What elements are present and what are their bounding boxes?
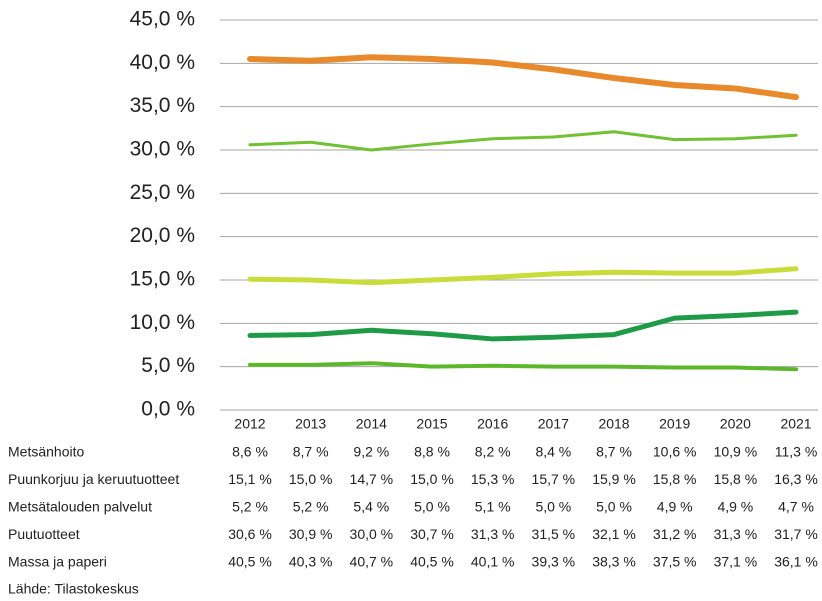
- table-cell: 5,2 %: [232, 499, 268, 515]
- series-line: [248, 361, 799, 372]
- source: Lähde: Tilastokeskus: [8, 581, 139, 597]
- table-cell: 15,9 %: [592, 471, 636, 487]
- table-row-label: Puutuotteet: [8, 526, 80, 542]
- x-tick-label: 2016: [477, 416, 508, 432]
- table-cell: 5,0 %: [414, 499, 450, 515]
- table-row-label: Puunkorjuu ja keruutuotteet: [8, 471, 179, 487]
- table-cell: 5,2 %: [293, 499, 329, 515]
- table-cell: 4,9 %: [717, 499, 753, 515]
- table-cell: 30,0 %: [350, 526, 394, 542]
- table-row-label: Metsätalouden palvelut: [8, 499, 152, 515]
- table-cell: 8,2 %: [475, 444, 511, 460]
- series-line: [247, 309, 799, 342]
- table-cell: 15,0 %: [410, 471, 454, 487]
- table-cell: 8,8 %: [414, 444, 450, 460]
- table-cell: 8,4 %: [535, 444, 571, 460]
- table-cell: 37,1 %: [714, 554, 758, 570]
- y-tick-label: 5,0 %: [141, 354, 195, 377]
- table-cell: 8,6 %: [232, 444, 268, 460]
- table-cell: 15,1 %: [228, 471, 272, 487]
- table-cell: 15,0 %: [289, 471, 333, 487]
- table-cell: 8,7 %: [293, 444, 329, 460]
- table-row-label: Massa ja paperi: [8, 554, 107, 570]
- table-cell: 40,1 %: [471, 554, 515, 570]
- table-cell: 31,7 %: [774, 526, 818, 542]
- table-cell: 9,2 %: [353, 444, 389, 460]
- x-tick-label: 2015: [416, 416, 447, 432]
- x-tick-label: 2020: [720, 416, 751, 432]
- table-cell: 4,7 %: [778, 499, 814, 515]
- table-cell: 40,5 %: [228, 554, 272, 570]
- x-tick-label: 2021: [780, 416, 811, 432]
- table-cell: 11,3 %: [775, 444, 818, 460]
- table-cell: 16,3 %: [774, 471, 818, 487]
- table-cell: 15,8 %: [714, 471, 758, 487]
- table-cell: 36,1 %: [774, 554, 818, 570]
- y-tick-label: 45,0 %: [130, 8, 195, 31]
- y-tick-label: 15,0 %: [130, 268, 195, 291]
- table-cell: 5,4 %: [353, 499, 389, 515]
- table-cell: 31,2 %: [653, 526, 697, 542]
- table-cell: 31,5 %: [532, 526, 576, 542]
- table-cell: 15,7 %: [532, 471, 576, 487]
- x-tick-label: 2019: [659, 416, 690, 432]
- series-line: [247, 266, 799, 286]
- table-cell: 31,3 %: [714, 526, 758, 542]
- table-cell: 30,7 %: [410, 526, 454, 542]
- y-tick-label: 40,0 %: [130, 51, 195, 74]
- y-tick-label: 20,0 %: [130, 224, 195, 247]
- table-cell: 15,8 %: [653, 471, 697, 487]
- x-tick-label: 2012: [234, 416, 265, 432]
- table-cell: 30,9 %: [289, 526, 333, 542]
- table-cell: 40,7 %: [350, 554, 394, 570]
- x-tick-label: 2014: [356, 416, 387, 432]
- table-row-label: Metsänhoito: [8, 444, 84, 460]
- table-cell: 5,0 %: [596, 499, 632, 515]
- y-tick-label: 0,0 %: [141, 398, 195, 421]
- table-cell: 5,0 %: [535, 499, 571, 515]
- table-cell: 10,9 %: [714, 444, 758, 460]
- y-tick-label: 35,0 %: [130, 94, 195, 117]
- y-tick-label: 10,0 %: [130, 311, 195, 334]
- series-line: [248, 130, 798, 152]
- y-tick-label: 30,0 %: [130, 138, 195, 161]
- x-tick-label: 2017: [538, 416, 569, 432]
- table-cell: 40,3 %: [289, 554, 333, 570]
- table-cell: 32,1 %: [592, 526, 636, 542]
- table-cell: 31,3 %: [471, 526, 515, 542]
- table-cell: 5,1 %: [475, 499, 511, 515]
- x-tick-label: 2013: [295, 416, 326, 432]
- table-cell: 38,3 %: [592, 554, 636, 570]
- table-cell: 8,7 %: [596, 444, 632, 460]
- table-cell: 4,9 %: [657, 499, 693, 515]
- y-tick-label: 25,0 %: [130, 181, 195, 204]
- table-cell: 15,3 %: [471, 471, 515, 487]
- table-cell: 30,6 %: [228, 526, 272, 542]
- table-cell: 14,7 %: [350, 471, 394, 487]
- table-cell: 37,5 %: [653, 554, 697, 570]
- series-line: [247, 54, 800, 101]
- x-tick-label: 2018: [598, 416, 629, 432]
- table-cell: 10,6 %: [653, 444, 697, 460]
- table-cell: 40,5 %: [410, 554, 454, 570]
- table-cell: 39,3 %: [532, 554, 576, 570]
